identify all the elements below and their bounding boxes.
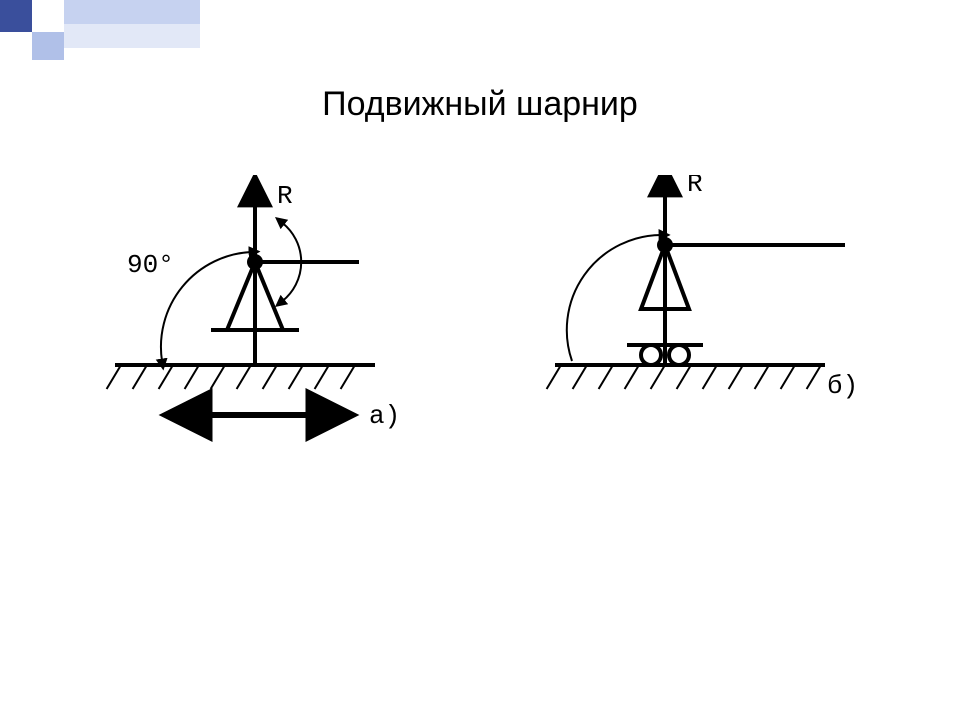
corner-decoration [0,0,200,60]
sublabel-a: а) [369,401,400,431]
diagram-svg: R 90° а) Rб) [95,175,865,495]
figure-a: R 90° а) [107,181,401,431]
figure-b: Rб) [547,175,859,401]
label-R-a: R [277,181,293,211]
angle-label: 90° [127,250,174,280]
label-R-b: R [687,175,703,199]
slide-title: Подвижный шарнир [0,85,960,124]
sublabel-b: б) [827,371,858,401]
